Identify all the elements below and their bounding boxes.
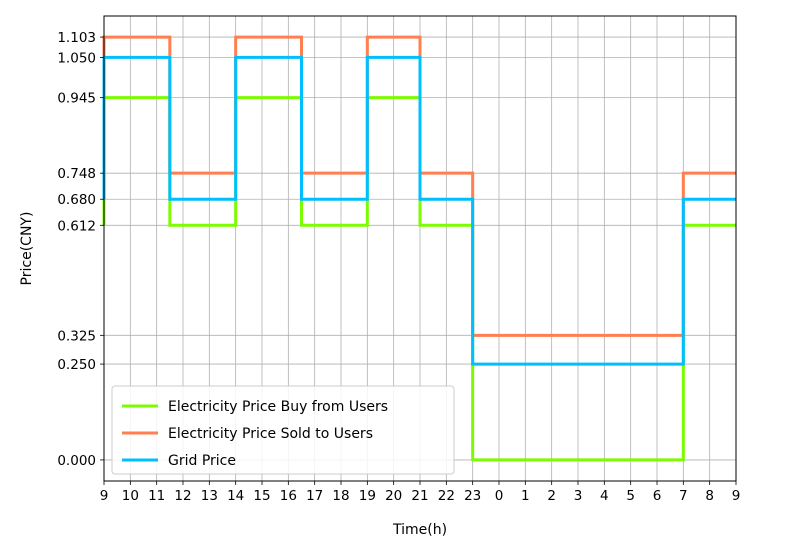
x-tick-label: 12	[174, 488, 191, 504]
x-tick-label: 13	[201, 488, 218, 504]
x-tick-label: 22	[438, 488, 455, 504]
x-tick-label: 16	[280, 488, 297, 504]
y-tick-label: 0.680	[57, 192, 96, 208]
x-tick-label: 5	[626, 488, 635, 504]
legend-label-1: Electricity Price Sold to Users	[168, 426, 373, 442]
series-layer	[102, 35, 736, 462]
y-tick-label: 0.325	[57, 328, 96, 344]
y-tick-label: 0.250	[57, 357, 96, 373]
x-tick-label: 20	[385, 488, 402, 504]
y-tick-label: 0.945	[57, 91, 96, 107]
x-tick-label: 14	[227, 488, 244, 504]
x-tick-label: 8	[705, 488, 714, 504]
x-tick-label: 1	[521, 488, 530, 504]
x-tick-label: 19	[359, 488, 376, 504]
legend-label-0: Electricity Price Buy from Users	[168, 399, 388, 415]
x-tick-label: 10	[122, 488, 139, 504]
legend: Electricity Price Buy from Users Electric…	[111, 385, 455, 475]
x-tick-label: 17	[306, 488, 323, 504]
x-tick-label: 0	[495, 488, 504, 504]
plot-frame	[103, 15, 737, 482]
y-tick-label: 1.103	[57, 30, 96, 46]
series-line-2	[102, 55, 736, 366]
x-tick-label: 9	[732, 488, 741, 504]
legend-label-2: Grid Price	[168, 453, 236, 469]
y-tick-label: 1.050	[57, 50, 96, 66]
legend-box	[111, 385, 455, 475]
x-tick-label: 2	[547, 488, 556, 504]
x-tick-label: 7	[679, 488, 688, 504]
y-tick-label: 0.000	[57, 453, 96, 469]
x-axis-label: Time(h)	[392, 522, 447, 538]
x-tick-label: 3	[574, 488, 583, 504]
x-tick-label: 11	[148, 488, 165, 504]
x-tick-label: 9	[100, 488, 109, 504]
x-tick-label: 15	[253, 488, 270, 504]
x-tick-label: 21	[411, 488, 428, 504]
x-tick-label: 4	[600, 488, 609, 504]
y-tick-label: 0.612	[57, 218, 96, 234]
x-tick-label: 18	[332, 488, 349, 504]
axes-layer: 9 10 11 12 13 14 15 16 17 18 19 20 21 22 23 0 1 2 3 4 5 6 7 8 90…	[19, 15, 741, 538]
y-tick-label: 0.748	[57, 166, 96, 182]
x-tick-label: 23	[464, 488, 481, 504]
y-axis-label: Price(CNY)	[19, 212, 35, 286]
x-tick-label: 6	[653, 488, 662, 504]
